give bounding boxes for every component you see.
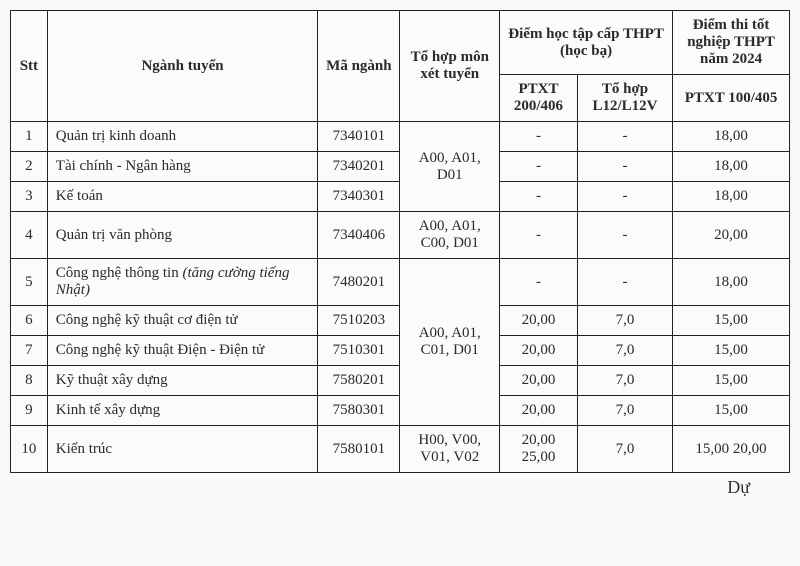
cell-tohop: 7,0 bbox=[577, 426, 672, 473]
cell-code: 7480201 bbox=[318, 259, 400, 306]
th-combo: Tổ hợp môn xét tuyển bbox=[400, 11, 500, 122]
cell-ptxt2: 18,00 bbox=[673, 259, 790, 306]
th-major: Ngành tuyển bbox=[47, 11, 317, 122]
cell-ptxt2: 20,00 bbox=[673, 212, 790, 259]
cell-ptxt2: 18,00 bbox=[673, 152, 790, 182]
cell-tohop: 7,0 bbox=[577, 336, 672, 366]
table-row: 10 Kiến trúc 7580101 H00, V00, V01, V02 … bbox=[11, 426, 790, 473]
cell-tohop: 7,0 bbox=[577, 396, 672, 426]
cell-stt: 8 bbox=[11, 366, 48, 396]
cell-ptxt2: 18,00 bbox=[673, 122, 790, 152]
table-row: 4 Quản trị văn phòng 7340406 A00, A01, C… bbox=[11, 212, 790, 259]
cell-ptxt2: 15,00 bbox=[673, 336, 790, 366]
cell-ptxt1: - bbox=[500, 259, 578, 306]
cell-major: Kinh tế xây dựng bbox=[47, 396, 317, 426]
cell-combo: A00, A01, C01, D01 bbox=[400, 259, 500, 426]
th-hocba-group: Điểm học tập cấp THPT (học bạ) bbox=[500, 11, 673, 75]
th-thpt-group: Điểm thi tốt nghiệp THPT năm 2024 bbox=[673, 11, 790, 75]
cell-code: 7340201 bbox=[318, 152, 400, 182]
th-code: Mã ngành bbox=[318, 11, 400, 122]
cell-stt: 6 bbox=[11, 306, 48, 336]
cell-stt: 7 bbox=[11, 336, 48, 366]
cell-stt: 3 bbox=[11, 182, 48, 212]
cell-major: Công nghệ kỹ thuật cơ điện tử bbox=[47, 306, 317, 336]
cell-ptxt1: 20,00 25,00 bbox=[500, 426, 578, 473]
cell-ptxt1: 20,00 bbox=[500, 366, 578, 396]
cell-major: Quản trị kinh doanh bbox=[47, 122, 317, 152]
major-text: Công nghệ thông tin bbox=[56, 265, 183, 281]
cell-tohop: - bbox=[577, 152, 672, 182]
cell-ptxt1: 20,00 bbox=[500, 336, 578, 366]
cell-code: 7510301 bbox=[318, 336, 400, 366]
cell-code: 7580201 bbox=[318, 366, 400, 396]
cell-ptxt1: 20,00 bbox=[500, 306, 578, 336]
cell-ptxt2: 15,00 20,00 bbox=[673, 426, 790, 473]
cell-code: 7580101 bbox=[318, 426, 400, 473]
cell-ptxt1: - bbox=[500, 212, 578, 259]
cell-stt: 1 bbox=[11, 122, 48, 152]
cell-major: Tài chính - Ngân hàng bbox=[47, 152, 317, 182]
cell-major: Công nghệ kỹ thuật Điện - Điện tử bbox=[47, 336, 317, 366]
cell-stt: 4 bbox=[11, 212, 48, 259]
cell-tohop: - bbox=[577, 259, 672, 306]
th-ptxt1: PTXT 200/406 bbox=[500, 75, 578, 122]
cell-ptxt1: - bbox=[500, 152, 578, 182]
cell-ptxt1: - bbox=[500, 122, 578, 152]
cell-tohop: - bbox=[577, 212, 672, 259]
cell-combo: H00, V00, V01, V02 bbox=[400, 426, 500, 473]
cell-major: Công nghệ thông tin (tăng cường tiếng Nh… bbox=[47, 259, 317, 306]
cell-tohop: - bbox=[577, 182, 672, 212]
th-tohop: Tổ hợp L12/L12V bbox=[577, 75, 672, 122]
cell-stt: 9 bbox=[11, 396, 48, 426]
cell-stt: 10 bbox=[11, 426, 48, 473]
cell-code: 7340301 bbox=[318, 182, 400, 212]
cell-stt: 2 bbox=[11, 152, 48, 182]
cell-tohop: - bbox=[577, 122, 672, 152]
cell-ptxt2: 15,00 bbox=[673, 396, 790, 426]
cell-ptxt1: - bbox=[500, 182, 578, 212]
cell-stt: 5 bbox=[11, 259, 48, 306]
cell-code: 7510203 bbox=[318, 306, 400, 336]
cell-code: 7340406 bbox=[318, 212, 400, 259]
cell-ptxt1: 20,00 bbox=[500, 396, 578, 426]
table-row: 5 Công nghệ thông tin (tăng cường tiếng … bbox=[11, 259, 790, 306]
cell-major: Quản trị văn phòng bbox=[47, 212, 317, 259]
table-row: 1 Quản trị kinh doanh 7340101 A00, A01, … bbox=[11, 122, 790, 152]
cell-ptxt2: 18,00 bbox=[673, 182, 790, 212]
cell-tohop: 7,0 bbox=[577, 366, 672, 396]
th-stt: Stt bbox=[11, 11, 48, 122]
cell-code: 7580301 bbox=[318, 396, 400, 426]
cell-major: Kế toán bbox=[47, 182, 317, 212]
signature-mark: Dự bbox=[10, 477, 790, 498]
cell-code: 7340101 bbox=[318, 122, 400, 152]
cell-ptxt2: 15,00 bbox=[673, 366, 790, 396]
admissions-table: Stt Ngành tuyển Mã ngành Tổ hợp môn xét … bbox=[10, 10, 790, 473]
cell-major: Kiến trúc bbox=[47, 426, 317, 473]
cell-major: Kỹ thuật xây dựng bbox=[47, 366, 317, 396]
cell-ptxt2: 15,00 bbox=[673, 306, 790, 336]
cell-combo: A00, A01, D01 bbox=[400, 122, 500, 212]
cell-tohop: 7,0 bbox=[577, 306, 672, 336]
th-ptxt2: PTXT 100/405 bbox=[673, 75, 790, 122]
cell-combo: A00, A01, C00, D01 bbox=[400, 212, 500, 259]
